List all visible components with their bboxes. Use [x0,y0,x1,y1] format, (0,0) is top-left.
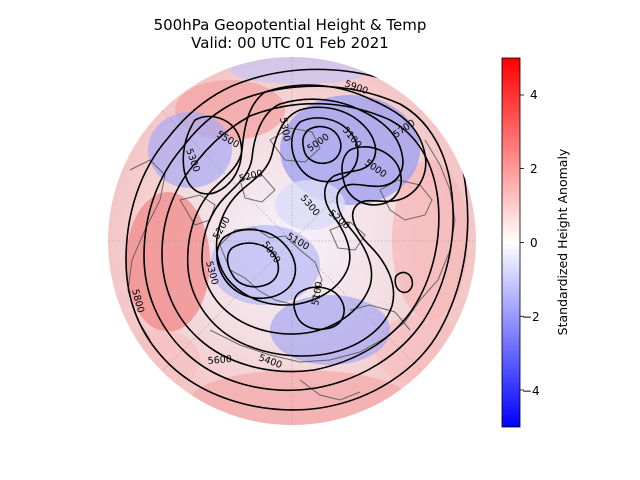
colorbar-label: Standardized Height Anomaly [555,148,570,335]
anomaly-shading [120,57,468,425]
height-contours [125,68,469,411]
contour-5000-east [302,125,342,165]
colorbar-gradient [501,57,521,428]
contour-5000-center [226,242,280,288]
contour-5000-northeast [341,146,402,206]
contour-label: 5100 [310,281,325,307]
contour-5300-east [290,117,359,183]
negative-anomaly-center [210,225,320,305]
contour-5800 [143,85,454,391]
contour-5700 [161,102,440,373]
contour-5300-west [182,115,243,195]
contour-label: 5600 [207,354,232,367]
colorbar-tick-label: 0 [530,236,538,250]
weak-anomaly-pole [275,180,345,230]
colorbar-tick-label: −2 [522,310,540,324]
contour-5100-center [216,228,297,299]
colorbar-tick-label: −4 [522,384,540,398]
map-title-line2: Valid: 00 UTC 01 Feb 2021 [191,34,389,52]
contour-label: 5300 [277,117,292,143]
colorbar-ticks [520,94,524,391]
negative-anomaly-northwest [148,112,232,188]
positive-anomaly-east [392,160,468,320]
positive-anomaly-south [190,370,410,425]
map-title-line1: 500hPa Geopotential Height & Temp [153,16,427,34]
negative-anomaly-south [270,295,390,365]
contour-5500 [201,98,404,335]
contour-5400 [215,106,377,306]
colorbar-tick-label: 2 [530,162,538,176]
colorbar-tick-label: 4 [530,88,538,102]
contour-5100-south [293,286,345,330]
contour-small-east [394,271,414,294]
globe: 5900 5700 5500 5300 5300 5100 5000 5000 … [108,57,476,425]
colorbar: 4 2 0 −2 −4 Standardized Height Anomaly [501,57,570,428]
positive-anomaly-southwest [120,330,200,390]
